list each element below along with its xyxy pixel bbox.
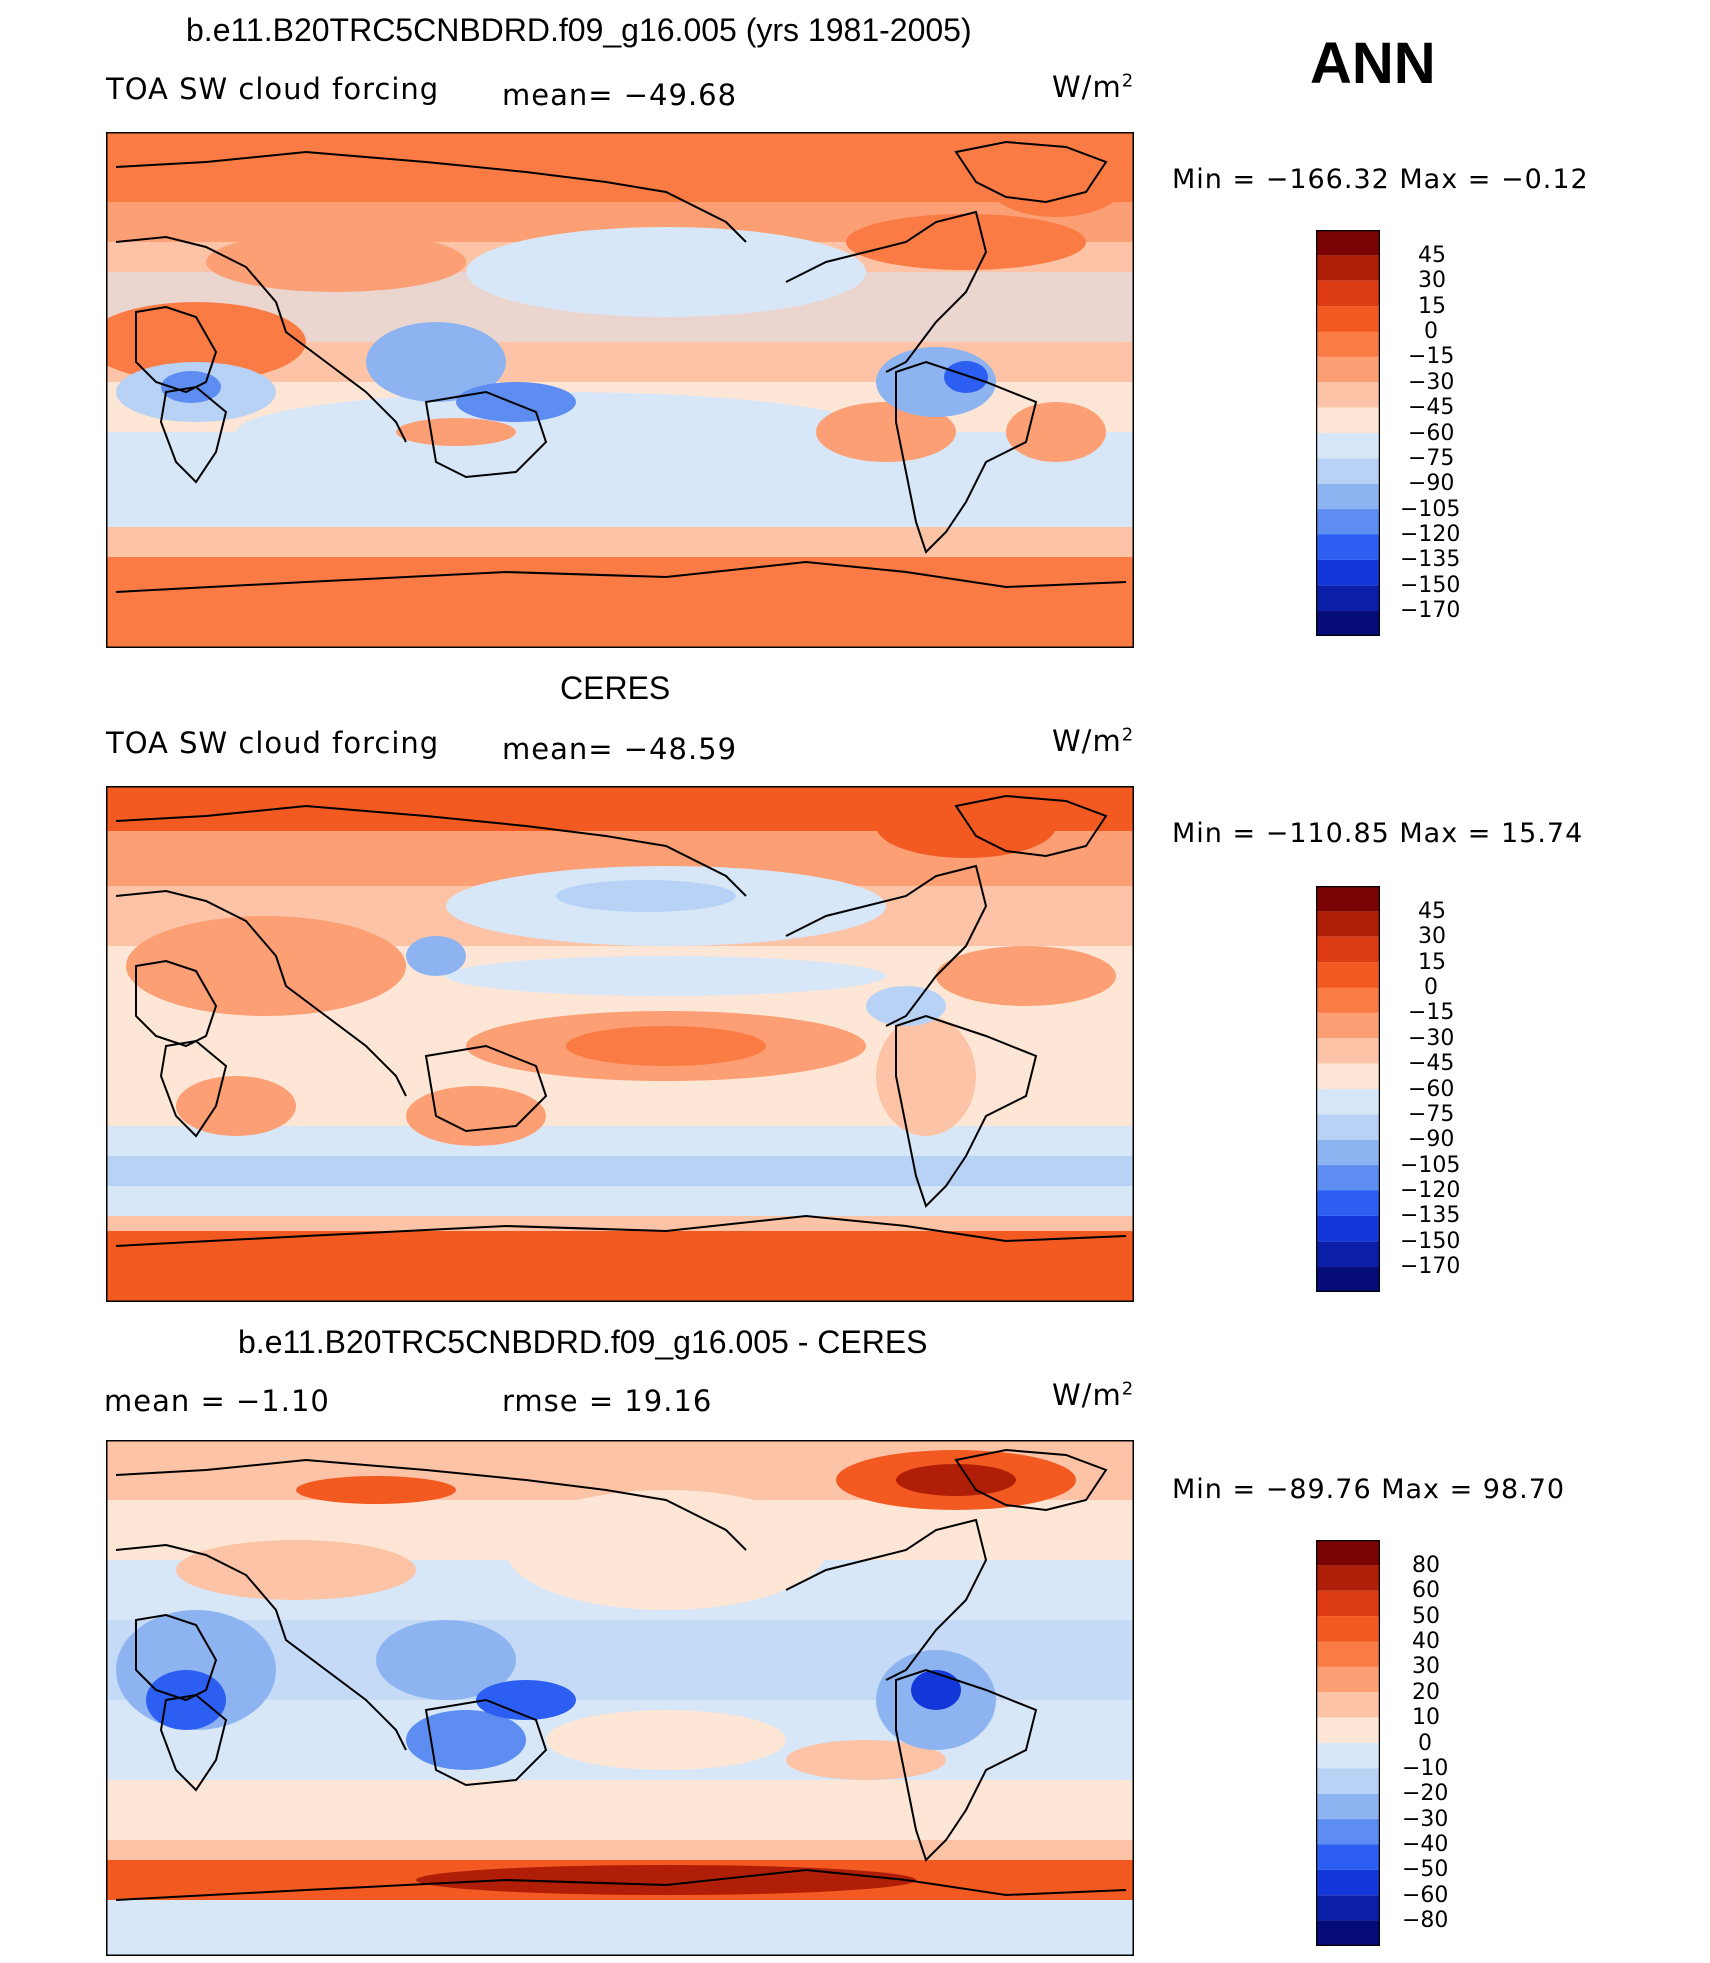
- panel3-cb-label: −80: [1402, 1908, 1449, 1933]
- panel2-unit: W/m2: [1052, 724, 1135, 758]
- panel1-colorbar-swatches: [1316, 230, 1380, 636]
- panel3-rmse: rmse = 19.16: [502, 1384, 713, 1418]
- panel2-cb-label: −120: [1400, 1178, 1461, 1203]
- panel1-cb-label: 45: [1418, 243, 1446, 268]
- panel1-cb-label: 15: [1418, 294, 1446, 319]
- panel3-cb-label: 0: [1418, 1731, 1432, 1756]
- panel3-cb-label: −20: [1402, 1781, 1449, 1806]
- panel2-map: [106, 786, 1134, 1302]
- panel3-cb-label: 80: [1412, 1553, 1440, 1578]
- panel2-variable: TOA SW cloud forcing: [106, 726, 440, 760]
- panel2-cb-label: −170: [1400, 1254, 1461, 1279]
- panel1-map: [106, 132, 1134, 648]
- season-label: ANN: [1310, 31, 1436, 96]
- panel1-cb-label: −90: [1408, 471, 1455, 496]
- panel2-cb-label: −135: [1400, 1203, 1461, 1228]
- panel1-cb-label: −105: [1400, 497, 1461, 522]
- panel2-cb-label: 15: [1418, 950, 1446, 975]
- panel1-unit: W/m2: [1052, 70, 1135, 104]
- panel1-cb-label: −30: [1408, 370, 1455, 395]
- panel1-cb-label: −45: [1408, 395, 1455, 420]
- panel3-cb-label: 30: [1412, 1654, 1440, 1679]
- panel2-colorbar: [1316, 886, 1380, 1292]
- panel2-cb-label: 30: [1418, 924, 1446, 949]
- panel2-cb-label: 45: [1418, 899, 1446, 924]
- panel3-mean: mean = −1.10: [104, 1384, 330, 1418]
- panel2-cb-label: −105: [1400, 1153, 1461, 1178]
- panel1-colorbar: [1316, 230, 1380, 636]
- panel3-cb-label: −10: [1402, 1756, 1449, 1781]
- panel1-cb-label: 0: [1424, 319, 1438, 344]
- panel1-cb-label: −135: [1400, 547, 1461, 572]
- panel3-cb-label: 20: [1412, 1680, 1440, 1705]
- panel3-title: b.e11.B20TRC5CNBDRD.f09_g16.005 - CERES: [238, 1324, 928, 1360]
- panel3-cb-label: 60: [1412, 1578, 1440, 1603]
- panel3-cb-label: 40: [1412, 1629, 1440, 1654]
- panel3-minmax: Min = −89.76 Max = 98.70: [1172, 1474, 1566, 1505]
- panel3-cb-label: −50: [1402, 1857, 1449, 1882]
- panel2-cb-label: 0: [1424, 975, 1438, 1000]
- panel1-minmax: Min = −166.32 Max = −0.12: [1172, 164, 1589, 195]
- panel2-title: CERES: [560, 670, 671, 706]
- panel3-cb-label: −60: [1402, 1883, 1449, 1908]
- panel2-cb-label: −150: [1400, 1229, 1461, 1254]
- panel2-cb-label: −30: [1408, 1026, 1455, 1051]
- panel3-cb-label: 10: [1412, 1705, 1440, 1730]
- panel1-cb-label: −75: [1408, 446, 1455, 471]
- panel3-cb-label: 50: [1412, 1604, 1440, 1629]
- panel3-unit: W/m2: [1052, 1378, 1135, 1412]
- panel3-map: [106, 1440, 1134, 1956]
- panel1-cb-label: −120: [1400, 522, 1461, 547]
- panel3-cb-label: −30: [1402, 1807, 1449, 1832]
- panel1-cb-label: −150: [1400, 573, 1461, 598]
- panel2-cb-label: −75: [1408, 1102, 1455, 1127]
- panel3-colorbar: [1316, 1540, 1380, 1946]
- panel1-mean: mean= −49.68: [502, 78, 738, 112]
- panel3-colorbar-swatches: [1316, 1540, 1380, 1946]
- panel2-cb-label: −90: [1408, 1127, 1455, 1152]
- panel1-variable: TOA SW cloud forcing: [106, 72, 440, 106]
- panel2-minmax: Min = −110.85 Max = 15.74: [1172, 818, 1584, 849]
- panel1-cb-label: −15: [1408, 344, 1455, 369]
- panel3-cb-label: −40: [1402, 1832, 1449, 1857]
- panel2-cb-label: −15: [1408, 1000, 1455, 1025]
- panel1-cb-label: −170: [1400, 598, 1461, 623]
- panel1-cb-label: 30: [1418, 268, 1446, 293]
- panel2-colorbar-swatches: [1316, 886, 1380, 1292]
- panel1-cb-label: −60: [1408, 421, 1455, 446]
- run-title: b.e11.B20TRC5CNBDRD.f09_g16.005 (yrs 198…: [186, 12, 972, 48]
- panel2-cb-label: −45: [1408, 1051, 1455, 1076]
- panel2-mean: mean= −48.59: [502, 732, 738, 766]
- panel2-cb-label: −60: [1408, 1077, 1455, 1102]
